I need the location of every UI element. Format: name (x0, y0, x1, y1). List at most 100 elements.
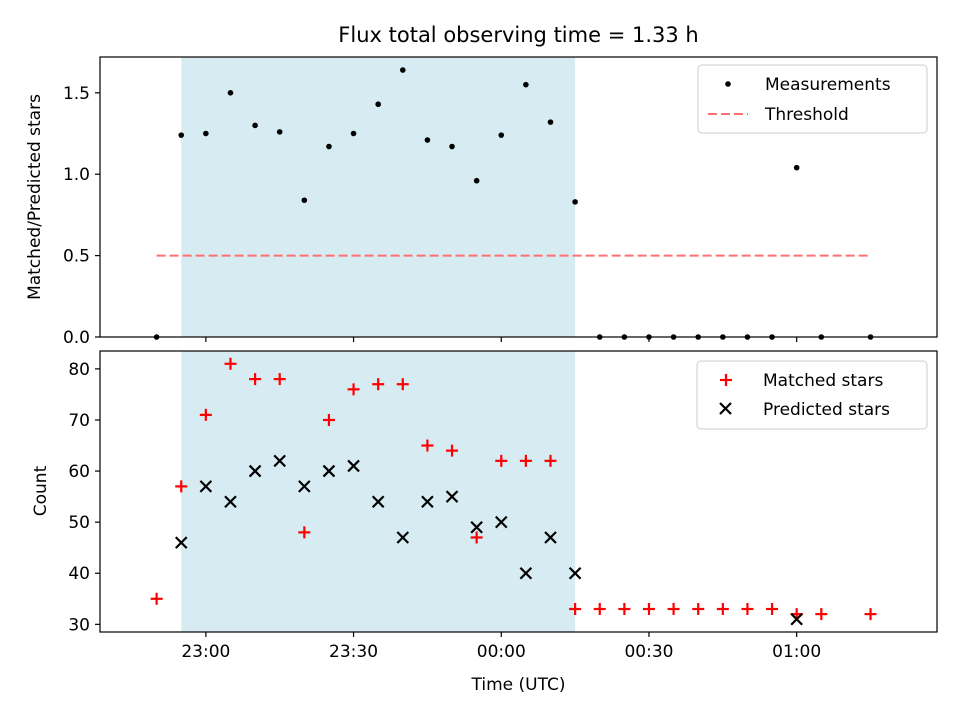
top-y-tick-label: 1.0 (63, 165, 90, 185)
measurement-point (498, 132, 505, 138)
measurement-point (301, 197, 308, 204)
matched-stars-point (199, 408, 212, 421)
chart-title: Flux total observing time = 1.33 h (338, 23, 698, 47)
predicted-stars-point (470, 520, 483, 534)
matched-stars-point (544, 454, 557, 467)
predicted-stars-point (544, 531, 557, 544)
top-y-tick-label: 0.5 (63, 247, 90, 267)
predicted-stars-point (273, 454, 286, 468)
matched-stars-point (347, 383, 360, 396)
predicted-stars-point (790, 612, 803, 626)
matched-stars-point (766, 603, 779, 616)
legend-matched-label: Matched stars (763, 371, 883, 391)
predicted-stars-point (224, 495, 237, 508)
matched-stars-point (372, 378, 385, 391)
matched-stars-point (815, 608, 828, 621)
top-y-axis-label: Matched/Predicted stars (25, 94, 45, 300)
bottom-shaded-region (181, 351, 576, 632)
bottom-x-tick-label: 23:00 (181, 642, 230, 662)
matched-stars-point (470, 531, 483, 544)
predicted-stars-point (347, 459, 360, 473)
matched-stars-point (249, 373, 262, 386)
predicted-stars-point (421, 495, 434, 508)
measurement-point (449, 143, 455, 150)
bottom-x-tick-label: 00:00 (477, 642, 526, 662)
matched-stars-point (667, 603, 680, 616)
matched-stars-point (716, 603, 729, 616)
matched-stars-point (150, 592, 163, 605)
matched-stars-point (495, 454, 508, 467)
bottom-x-tick-label: 23:30 (329, 642, 378, 662)
measurement-point (523, 81, 529, 88)
matched-stars-point (322, 413, 335, 426)
matched-stars-point (519, 454, 532, 467)
matched-stars-point (396, 378, 409, 391)
predicted-stars-point (199, 480, 213, 493)
predicted-stars-point (371, 495, 385, 508)
legend-predicted-label: Predicted stars (763, 400, 890, 420)
bottom-y-tick-label: 80 (68, 360, 90, 380)
measurement-point (572, 199, 578, 205)
bottom-y-tick-label: 60 (68, 462, 90, 482)
legend-measurements-label: Measurements (765, 75, 891, 95)
top-plot-frame (99, 56, 938, 338)
matched-stars-point (446, 444, 459, 457)
bottom-y-tick-label: 50 (68, 513, 90, 533)
top-panel: 0.0 0.5 1.0 1.5 Flux total observing time =… (25, 23, 938, 348)
bottom-plot-frame (99, 350, 938, 633)
bottom-y-axis-label: Count (31, 465, 51, 516)
matched-stars-point (224, 357, 237, 370)
measurement-point (326, 143, 332, 150)
predicted-stars-point (298, 480, 311, 493)
top-ticks: 0.0 0.5 1.0 1.5 (63, 84, 798, 348)
bottom-x-tick-label: 01:00 (772, 642, 821, 662)
bottom-ticks: 30 40 50 60 70 80 23:00 23:30 00:00 00:30 01:00 (68, 360, 821, 662)
predicted-stars-point (519, 566, 533, 580)
measurement-point (203, 130, 209, 137)
predicted-stars-point (174, 536, 188, 549)
predicted-stars-point (568, 566, 582, 580)
matched-stars-point (175, 480, 188, 493)
bottom-y-tick-label: 70 (68, 411, 90, 431)
predicted-stars-point (248, 464, 262, 478)
matched-stars-point (273, 373, 286, 386)
measurement-point (375, 101, 381, 108)
bottom-x-tick-label: 00:30 (624, 642, 673, 662)
predicted-stars-point (396, 531, 410, 544)
measurement-point (424, 137, 431, 143)
bottom-y-tick-label: 40 (68, 564, 90, 584)
matched-stars-point (642, 603, 655, 616)
bottom-data (150, 357, 877, 626)
legend-matched-marker (720, 374, 732, 386)
matched-stars-point (864, 608, 877, 621)
top-shaded-region (181, 57, 576, 337)
matched-stars-point (593, 603, 606, 616)
bottom-panel: 30 40 50 60 70 80 23:00 23:30 00:00 00:30 01:00 Ti… (31, 350, 938, 695)
legend-predicted-marker (719, 402, 732, 415)
bottom-legend-box (696, 360, 928, 430)
top-legend-box (697, 64, 928, 134)
bottom-legend: Matched stars Predicted stars (696, 360, 928, 430)
legend-threshold-label: Threshold (764, 105, 849, 125)
matched-stars-point (298, 526, 311, 539)
measurement-point (276, 129, 283, 135)
top-y-tick-label: 0.0 (63, 328, 90, 348)
measurement-point (350, 130, 357, 137)
matched-stars-point (569, 603, 582, 616)
measurement-point (227, 90, 234, 96)
bottom-y-tick-label: 30 (68, 615, 90, 635)
measurement-point (178, 132, 185, 138)
matched-stars-point (741, 603, 754, 616)
measurement-point (473, 177, 480, 184)
top-legend: Measurements Threshold (697, 64, 928, 134)
matched-stars-point (421, 439, 434, 452)
matched-stars-point (618, 603, 631, 616)
matched-stars-point (692, 603, 705, 616)
measurement-point (547, 119, 554, 125)
top-y-tick-label: 1.5 (63, 84, 90, 104)
measurement-point (399, 67, 406, 73)
measurement-point (252, 122, 258, 129)
legend-measurements-marker (725, 81, 731, 87)
x-axis-label: Time (UTC) (471, 675, 566, 695)
